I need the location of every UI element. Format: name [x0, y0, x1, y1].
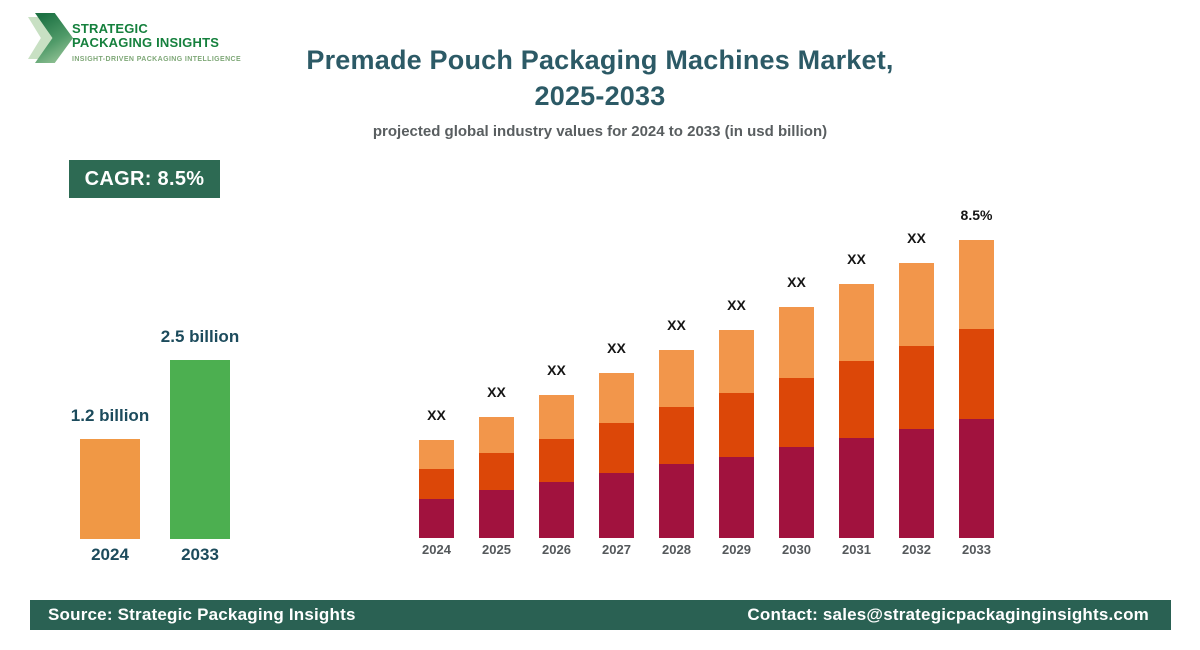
- stacked-bar-2031: [839, 284, 874, 538]
- page-subtitle: projected global industry values for 202…: [372, 123, 828, 140]
- stacked-bar-value-label: XX: [787, 274, 806, 290]
- bottom-segment: [719, 457, 754, 538]
- bottom-segment: [599, 473, 634, 538]
- top-segment: [479, 417, 514, 453]
- brand-name-line1: STRATEGIC: [72, 21, 148, 36]
- bottom-segment: [539, 482, 574, 538]
- bottom-segment: [659, 464, 694, 538]
- stacked-bar-2032: [899, 263, 934, 538]
- brand-text: STRATEGIC PACKAGING INSIGHTS INSIGHT-DRI…: [72, 22, 242, 64]
- stacked-bar-2027: [599, 373, 634, 538]
- top-segment: [419, 440, 454, 469]
- stacked-bar-value-label: XX: [427, 407, 446, 423]
- summary-value-label: 2.5 billion: [160, 327, 240, 346]
- stacked-bar-value-label: XX: [727, 297, 746, 313]
- summary-axis-label: 2033: [181, 545, 219, 564]
- stacked-bar-2026: [539, 395, 574, 538]
- cagr-badge: CAGR: 8.5%: [69, 160, 220, 198]
- summary-bar-2033: [170, 360, 230, 539]
- stacked-axis-label: 2032: [902, 542, 931, 557]
- top-segment: [779, 307, 814, 378]
- stacked-axis-label: 2030: [782, 542, 811, 557]
- stacked-bar-2029: [719, 330, 754, 538]
- source-text: Source: Strategic Packaging Insights: [48, 605, 356, 624]
- bottom-segment: [419, 499, 454, 538]
- middle-segment: [779, 378, 814, 447]
- stacked-bar-value-label: XX: [487, 384, 506, 400]
- top-segment: [959, 240, 994, 329]
- header: Premade Pouch Packaging Machines Market,…: [0, 42, 1200, 140]
- stacked-axis-label: 2026: [542, 542, 571, 557]
- stacked-axis-label: 2024: [422, 542, 451, 557]
- middle-segment: [719, 393, 754, 457]
- stacked-bar-2025: [479, 417, 514, 538]
- stacked-axis-label: 2028: [662, 542, 691, 557]
- stacked-axis-label: 2029: [722, 542, 751, 557]
- summary-bar-2024: [80, 439, 140, 539]
- brand-name-line2: PACKAGING INSIGHTS: [72, 35, 220, 50]
- stacked-axis-label: 2027: [602, 542, 631, 557]
- middle-segment: [599, 423, 634, 473]
- stacked-bar-2028: [659, 350, 694, 538]
- bottom-segment: [959, 419, 994, 538]
- top-segment: [899, 263, 934, 346]
- stacked-bar-value-label: XX: [547, 362, 566, 378]
- middle-segment: [419, 469, 454, 499]
- bottom-segment: [899, 429, 934, 538]
- middle-segment: [479, 453, 514, 490]
- brand-tagline: INSIGHT-DRIVEN PACKAGING INTELLIGENCE: [72, 56, 242, 63]
- middle-segment: [959, 329, 994, 419]
- page-title-line1: Premade Pouch Packaging Machines Market,: [306, 45, 894, 75]
- stacked-bar-value-label: XX: [667, 317, 686, 333]
- bottom-segment: [479, 490, 514, 538]
- page-title-line2: 2025-2033: [534, 81, 666, 111]
- middle-segment: [899, 346, 934, 429]
- contact-text: Contact: sales@strategicpackaginginsight…: [747, 605, 1149, 624]
- stacked-bar-value-label: 8.5%: [960, 207, 993, 223]
- footer-bar: Source: Strategic Packaging Insights Con…: [30, 600, 1171, 630]
- bottom-segment: [839, 438, 874, 538]
- bottom-segment: [779, 447, 814, 538]
- top-segment: [599, 373, 634, 423]
- top-segment: [539, 395, 574, 439]
- middle-segment: [539, 439, 574, 482]
- middle-segment: [839, 361, 874, 438]
- stacked-bar-2024: [419, 440, 454, 538]
- stacked-bar-2030: [779, 307, 814, 538]
- stacked-bar-value-label: XX: [907, 230, 926, 246]
- top-segment: [839, 284, 874, 361]
- summary-axis-label: 2024: [91, 545, 129, 564]
- stacked-bar-value-label: XX: [847, 251, 866, 267]
- top-segment: [659, 350, 694, 407]
- middle-segment: [659, 407, 694, 464]
- stacked-bar-value-label: XX: [607, 340, 626, 356]
- stacked-axis-label: 2033: [962, 542, 991, 557]
- stacked-axis-label: 2031: [842, 542, 871, 557]
- stacked-axis-label: 2025: [482, 542, 511, 557]
- brand-logo: STRATEGIC PACKAGING INSIGHTS INSIGHT-DRI…: [28, 12, 288, 72]
- page-title: Premade Pouch Packaging Machines Market,…: [0, 42, 1200, 114]
- summary-value-label: 1.2 billion: [70, 406, 150, 425]
- brand-name: STRATEGIC PACKAGING INSIGHTS: [72, 22, 241, 50]
- stacked-bar-2033: [959, 240, 994, 538]
- top-segment: [719, 330, 754, 393]
